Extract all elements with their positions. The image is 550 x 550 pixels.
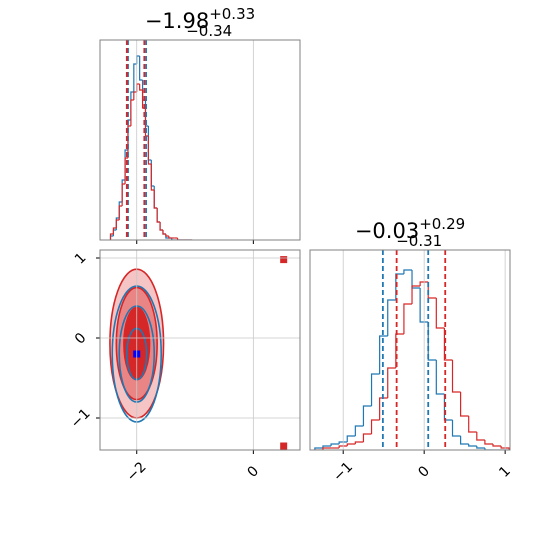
x-tick-label: −2 <box>124 459 150 485</box>
histogram-step <box>476 432 485 441</box>
y-tick-label: 1 <box>72 250 90 268</box>
histogram-step <box>139 84 143 91</box>
histogram-step <box>159 222 163 231</box>
panel-title: −0.03+0.29 −0.31 <box>355 215 465 250</box>
x-tick-label: 0 <box>245 463 263 481</box>
histogram-step <box>387 367 396 398</box>
histogram-step <box>403 269 413 274</box>
panel-title: −1.98+0.33 −0.34 <box>145 5 255 40</box>
x-tick-label: 0 <box>415 463 433 481</box>
histogram-step <box>330 443 340 446</box>
title-sup: +0.33 <box>209 5 255 23</box>
histogram-step <box>411 285 421 304</box>
point <box>280 256 288 264</box>
histogram-step <box>165 234 169 237</box>
histogram-step <box>150 164 155 191</box>
histogram-step <box>346 443 356 446</box>
histogram-step <box>354 441 364 444</box>
histogram-step <box>153 190 158 209</box>
histogram-step <box>176 238 181 240</box>
title-sup: +0.29 <box>419 215 465 233</box>
histogram-step <box>379 397 388 420</box>
histogram-step <box>435 360 445 395</box>
histogram-step <box>484 448 493 450</box>
histogram-step <box>121 183 126 206</box>
histogram-step <box>370 419 380 434</box>
histogram-step <box>346 435 356 442</box>
histogram-step <box>411 270 421 289</box>
y-tick-label: −1 <box>68 406 94 432</box>
histogram-step <box>338 445 348 448</box>
frame <box>309 249 511 451</box>
histogram-step <box>419 281 429 286</box>
x-tick-label: 1 <box>496 463 514 481</box>
histogram-step <box>133 91 137 100</box>
histogram-step <box>112 227 117 234</box>
histogram-step <box>468 444 477 447</box>
histogram-step <box>139 56 143 81</box>
histogram-step <box>338 441 348 444</box>
histogram-step <box>476 446 485 449</box>
histogram-step <box>147 136 152 165</box>
histogram-step <box>156 208 161 223</box>
histogram-step <box>435 298 445 329</box>
title-sub: −0.31 <box>396 232 442 250</box>
point <box>134 336 142 344</box>
histogram-step <box>468 416 477 433</box>
histogram-step <box>419 288 429 323</box>
plot-area <box>314 250 510 450</box>
title-main: −0.03 <box>355 219 419 243</box>
histogram-step <box>124 157 128 184</box>
title-sub: −0.34 <box>186 22 232 40</box>
histogram-step <box>451 360 461 393</box>
histogram-step <box>109 233 114 240</box>
histogram-step <box>379 335 388 374</box>
histogram-step <box>362 405 372 426</box>
frame <box>99 39 301 241</box>
title-main: −1.98 <box>145 9 209 33</box>
histogram-step <box>387 299 396 336</box>
histogram-step <box>168 236 172 239</box>
histogram-step <box>162 230 166 235</box>
histogram-step <box>118 205 123 220</box>
histogram-step <box>322 447 332 450</box>
histogram-step <box>370 373 380 406</box>
histogram-step <box>115 219 120 228</box>
histogram-step <box>171 238 175 240</box>
histogram-step <box>354 425 364 436</box>
histogram-step <box>322 445 332 448</box>
point <box>280 442 288 450</box>
histogram-step <box>427 282 437 299</box>
frame <box>99 249 301 451</box>
histogram-step <box>133 63 137 92</box>
histogram-step <box>362 433 372 442</box>
histogram-step <box>492 444 502 447</box>
histogram-step <box>451 420 461 437</box>
histogram-step <box>130 99 134 126</box>
histogram-step <box>427 322 437 361</box>
y-tick-label: 0 <box>72 330 90 348</box>
plot-area <box>109 40 193 240</box>
histogram-step <box>314 447 323 450</box>
histogram-step <box>484 440 493 445</box>
histogram-step <box>460 436 469 445</box>
x-tick-label: −1 <box>330 459 356 485</box>
histogram-step <box>403 303 413 334</box>
histogram-step <box>460 392 469 417</box>
